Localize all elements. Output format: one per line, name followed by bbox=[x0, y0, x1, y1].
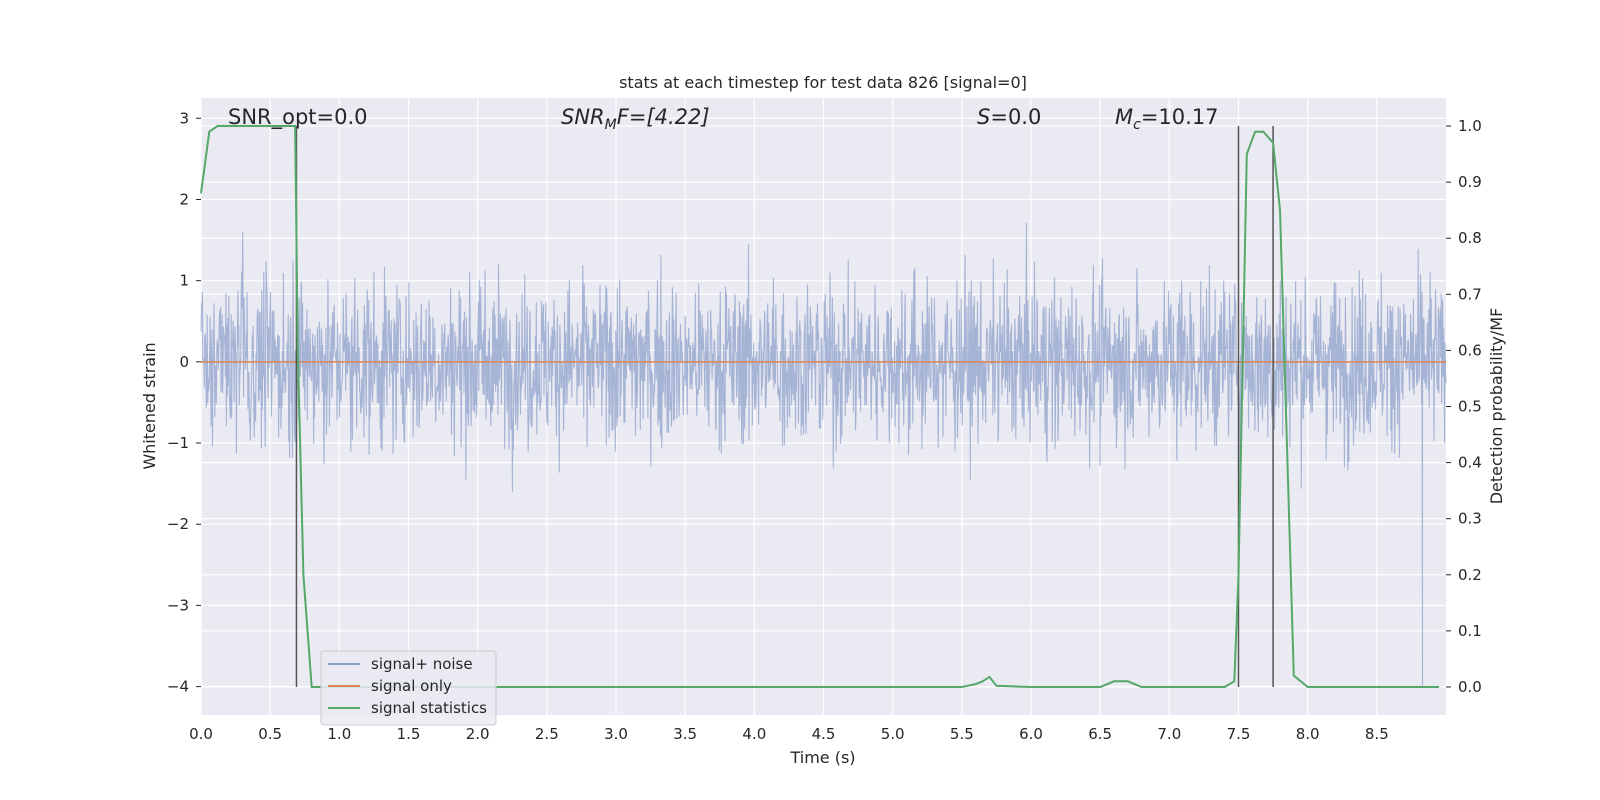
y-right-tick-label: 0.1 bbox=[1458, 622, 1482, 640]
y-right-tick-label: 0.0 bbox=[1458, 678, 1482, 696]
x-tick-label: 2.5 bbox=[535, 725, 559, 743]
x-tick-label: 1.5 bbox=[397, 725, 421, 743]
y-left-tick-label: 2 bbox=[179, 190, 189, 208]
x-tick-label: 5.5 bbox=[950, 725, 974, 743]
statistics-line bbox=[200, 125, 1440, 688]
x-tick-label: 0.5 bbox=[258, 725, 282, 743]
y-right-axis-label: Detection probability/MF bbox=[1487, 308, 1506, 505]
x-tick-label: 8.0 bbox=[1296, 725, 1320, 743]
y-right-tick-label: 1.0 bbox=[1458, 117, 1482, 135]
x-tick-label: 1.0 bbox=[327, 725, 351, 743]
y-left-axis-label: Whitened strain bbox=[140, 342, 159, 469]
y-left-axis-ticks: 3 2 1 0 −1 −2 −3 −4 bbox=[167, 109, 201, 696]
y-left-tick-label: −1 bbox=[167, 434, 189, 452]
y-left-tick-label: −3 bbox=[167, 596, 189, 614]
x-tick-label: 4.5 bbox=[812, 725, 836, 743]
annotation-s: S=0.0 bbox=[977, 105, 1041, 129]
x-tick-label: 3.0 bbox=[604, 725, 628, 743]
legend-label-signal-only: signal only bbox=[371, 677, 452, 695]
x-tick-label: 7.5 bbox=[1227, 725, 1251, 743]
y-right-tick-label: 0.7 bbox=[1458, 285, 1482, 303]
y-right-axis-ticks: 1.0 0.9 0.8 0.7 0.6 0.5 0.4 0.3 0.2 0.1 0.0 bbox=[1446, 117, 1482, 696]
legend-label-statistics: signal statistics bbox=[371, 699, 487, 717]
annotation-snr-mf: SNRMF=[4.22] bbox=[561, 105, 710, 133]
x-tick-label: 7.0 bbox=[1157, 725, 1181, 743]
legend: signal+ noise signal only signal statist… bbox=[320, 650, 497, 726]
x-axis-ticks: 0.0 0.5 1.0 1.5 2.0 2.5 3.0 3.5 4.0 4.5 5.0 5.5 6.0 6… bbox=[189, 725, 1389, 743]
annotation-snr-opt: SNR_opt=0.0 bbox=[228, 105, 368, 130]
y-left-tick-label: 3 bbox=[179, 109, 189, 127]
y-right-tick-label: 0.2 bbox=[1458, 566, 1482, 584]
y-left-tick-label: −4 bbox=[167, 678, 189, 696]
annotation-mc: Mc=10.17 bbox=[1115, 105, 1219, 133]
statistics-series bbox=[200, 125, 1440, 688]
x-tick-label: 2.0 bbox=[466, 725, 490, 743]
y-right-tick-label: 0.4 bbox=[1458, 454, 1482, 472]
y-left-tick-label: 0 bbox=[179, 353, 189, 371]
x-tick-label: 8.5 bbox=[1365, 725, 1389, 743]
x-tick-label: 4.0 bbox=[742, 725, 766, 743]
x-tick-label: 0.0 bbox=[189, 725, 213, 743]
y-right-tick-label: 0.9 bbox=[1458, 173, 1482, 191]
x-tick-label: 5.0 bbox=[881, 725, 905, 743]
x-tick-label: 6.5 bbox=[1088, 725, 1112, 743]
chart-title: stats at each timestep for test data 826… bbox=[619, 73, 1027, 92]
legend-label-noise: signal+ noise bbox=[371, 655, 473, 673]
y-right-tick-label: 0.3 bbox=[1458, 510, 1482, 528]
y-left-tick-label: −2 bbox=[167, 515, 189, 533]
y-right-tick-label: 0.8 bbox=[1458, 229, 1482, 247]
x-tick-label: 3.5 bbox=[673, 725, 697, 743]
y-left-tick-label: 1 bbox=[179, 272, 189, 290]
legend-box bbox=[320, 650, 497, 726]
y-right-tick-label: 0.5 bbox=[1458, 398, 1482, 416]
x-axis-label: Time (s) bbox=[789, 748, 855, 767]
y-right-tick-label: 0.6 bbox=[1458, 341, 1482, 359]
x-tick-label: 6.0 bbox=[1019, 725, 1043, 743]
